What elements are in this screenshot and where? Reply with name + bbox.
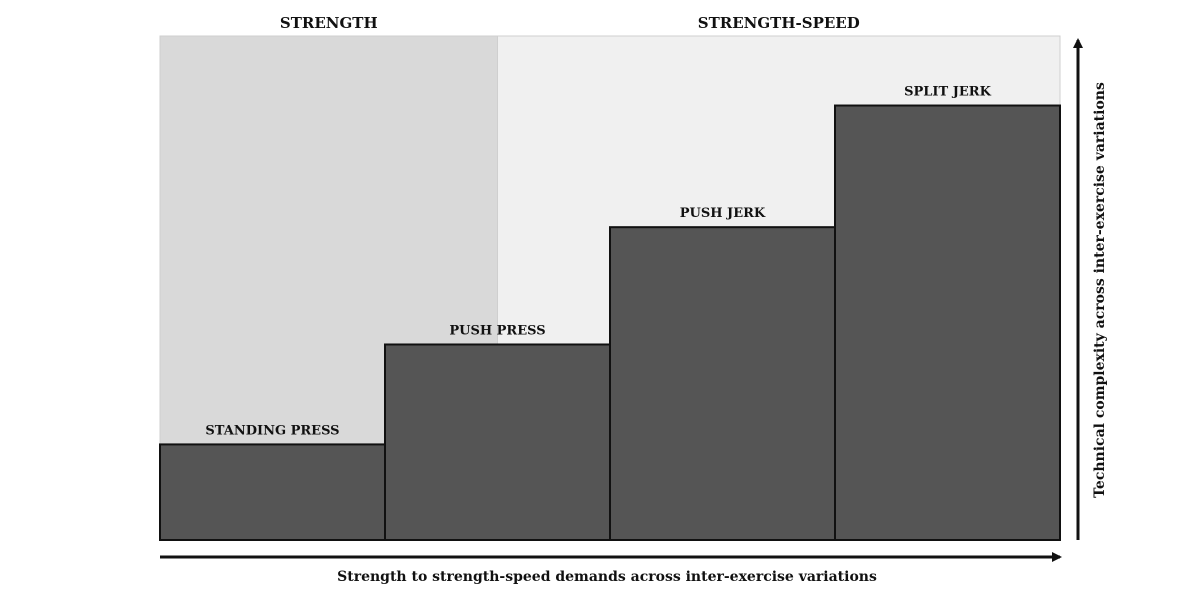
bar-1 (159, 443, 386, 541)
bar-3 (609, 226, 836, 541)
axes-layer: Strength to strength-speed demands acros… (160, 38, 1108, 585)
bar-label-4: SPLIT JERK (904, 85, 991, 100)
bar-2 (384, 343, 611, 541)
region-label-2: STRENGTH-SPEED (698, 14, 860, 32)
y-axis-label: Technical complexity across inter-exerci… (1092, 82, 1108, 498)
x-axis-label: Strength to strength-speed demands acros… (337, 569, 877, 585)
region-label-1: STRENGTH (280, 14, 378, 32)
bar-label-1: STANDING PRESS (205, 423, 339, 438)
bar-label-2: PUSH PRESS (449, 323, 545, 338)
bar-4 (834, 104, 1061, 541)
bar-label-3: PUSH JERK (680, 206, 766, 221)
bars-layer: STANDING PRESS PUSH PRESS PUSH JERK SPLIT J… (159, 85, 1061, 541)
